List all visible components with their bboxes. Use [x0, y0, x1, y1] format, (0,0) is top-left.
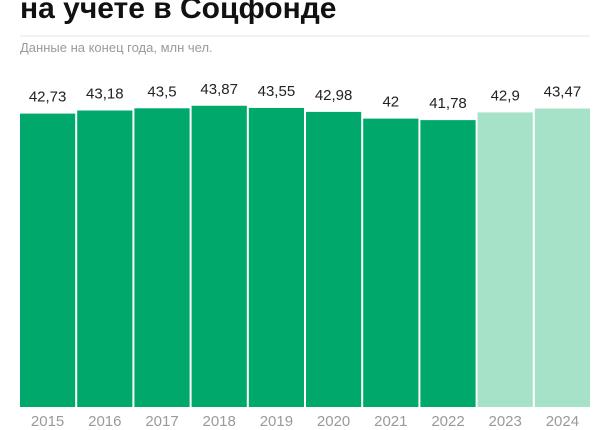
- value-label: 41,78: [429, 95, 467, 112]
- bar: [77, 110, 133, 408]
- chart-title: на учете в Соцфонде: [20, 0, 336, 25]
- value-label: 42,98: [315, 87, 353, 104]
- bar: [248, 107, 304, 407]
- x-tick-label: 2017: [145, 413, 178, 430]
- x-tick-label: 2016: [88, 413, 121, 430]
- value-label: 42,73: [29, 89, 67, 106]
- value-label: 43,18: [86, 85, 124, 102]
- bar: [534, 108, 590, 408]
- bar: [134, 108, 190, 408]
- value-label: 43,87: [200, 81, 238, 98]
- bar: [191, 105, 247, 407]
- bar: [477, 112, 533, 408]
- value-label: 42: [382, 94, 399, 111]
- x-tick-label: 2021: [374, 413, 407, 430]
- value-label: 43,5: [147, 83, 176, 100]
- x-tick-label: 2015: [31, 413, 64, 430]
- x-tick-label: 2018: [203, 413, 236, 430]
- bar: [420, 120, 476, 408]
- x-tick-label: 2022: [431, 413, 464, 430]
- x-tick-label: 2024: [546, 413, 579, 430]
- x-tick-label: 2020: [317, 413, 350, 430]
- chart-subtitle: Данные на конец года, млн чел.: [20, 40, 213, 55]
- bar: [363, 118, 419, 407]
- x-tick-label: 2023: [489, 413, 522, 430]
- value-label: 43,55: [258, 83, 296, 100]
- bar: [20, 113, 76, 407]
- value-label: 42,9: [491, 87, 520, 104]
- value-label: 43,47: [544, 84, 582, 101]
- bar: [306, 111, 362, 407]
- x-tick-label: 2019: [260, 413, 293, 430]
